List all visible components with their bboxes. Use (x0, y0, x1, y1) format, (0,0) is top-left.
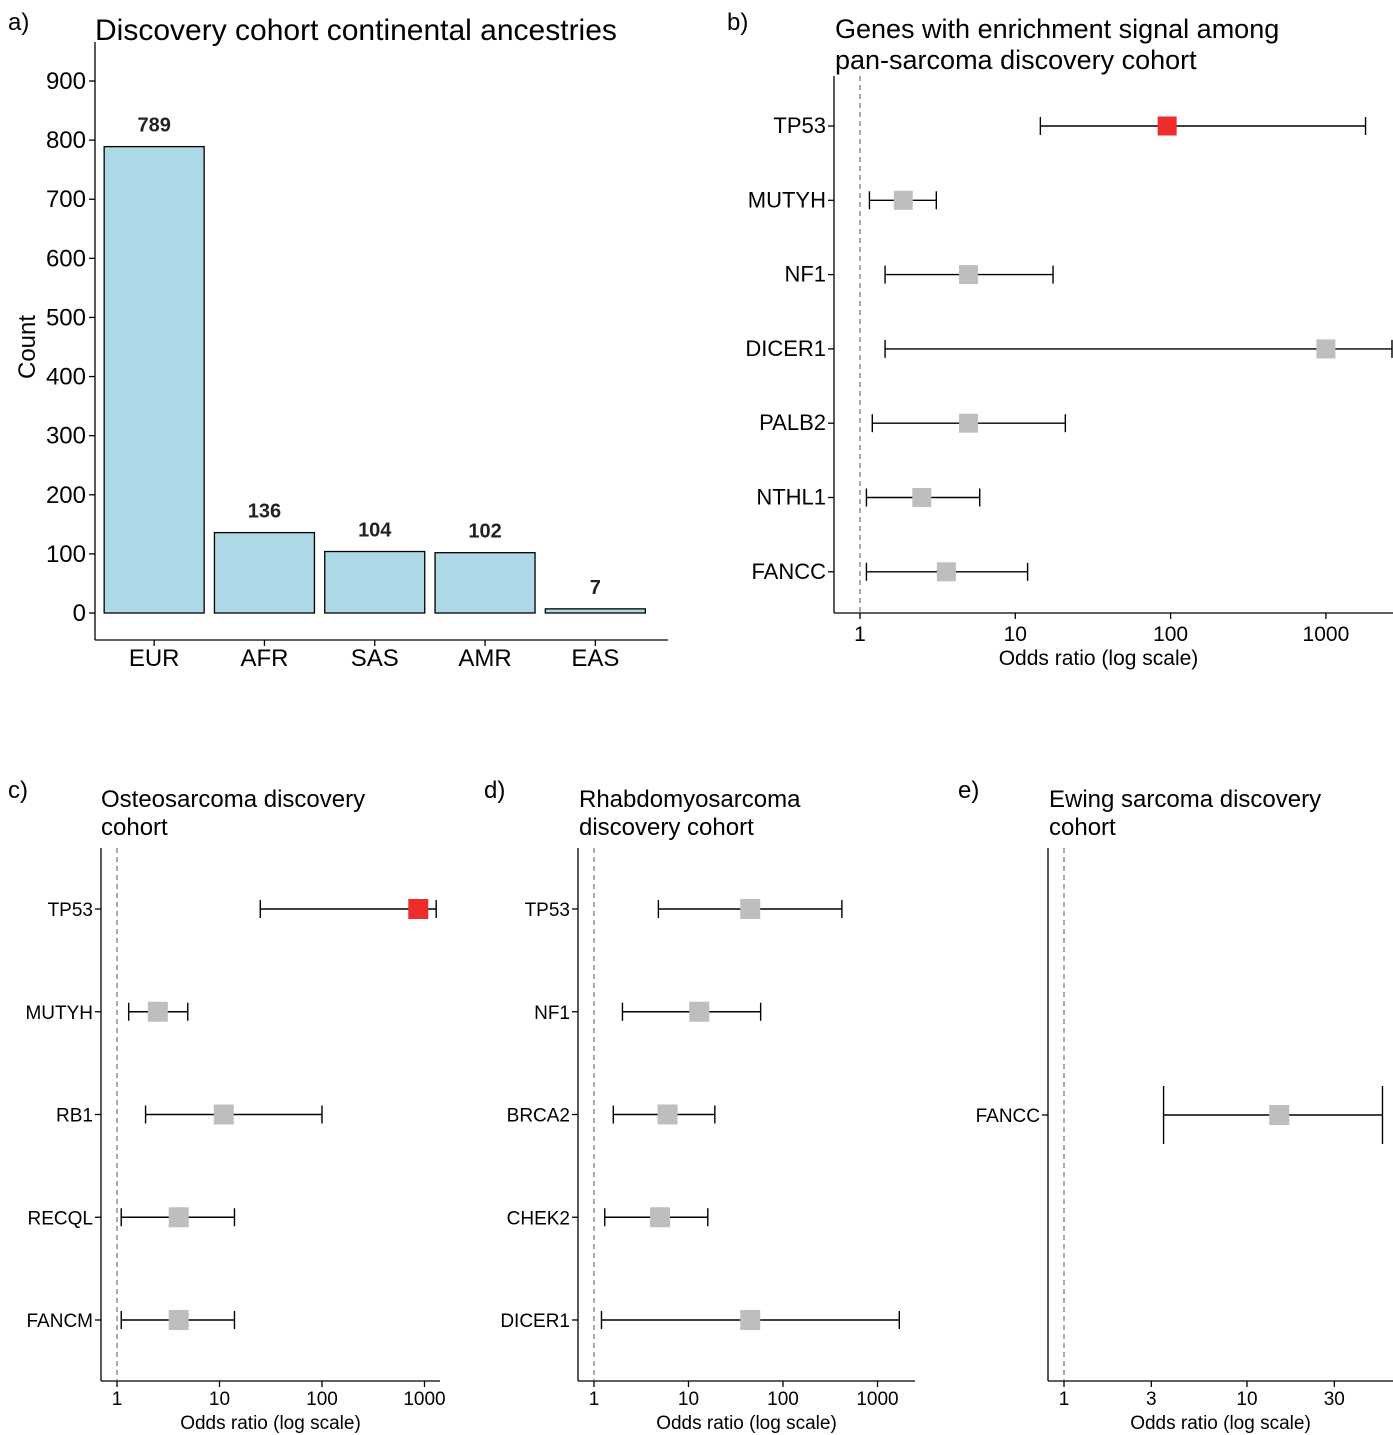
chart-title-e: cohort (1049, 814, 1116, 841)
odds-ratio-point (936, 562, 956, 582)
x-axis-label-c: Odds ratio (log scale) (180, 1413, 361, 1434)
gene-label: DICER1 (500, 1311, 570, 1332)
gene-label: DICER1 (745, 336, 826, 361)
x-tick-label-c: 100 (306, 1389, 338, 1410)
panel-label-e: e) (958, 777, 979, 804)
odds-ratio-point (893, 190, 913, 210)
odds-ratio-point (1157, 116, 1177, 136)
odds-ratio-point (689, 1001, 710, 1022)
x-tick-label-d: 10 (678, 1389, 699, 1410)
x-tick-label-c: 1 (112, 1389, 123, 1410)
gene-label: PALB2 (759, 410, 826, 435)
y-tick-label-a: 900 (46, 68, 86, 95)
bar-value-label: 7 (590, 577, 601, 599)
y-tick-label-a: 700 (46, 186, 86, 213)
odds-ratio-point (147, 1001, 168, 1022)
y-tick-label-a: 100 (46, 541, 86, 568)
y-tick-label-a: 300 (46, 423, 86, 450)
odds-ratio-point (650, 1207, 671, 1228)
panel-label-d: d) (484, 777, 505, 804)
odds-ratio-point (740, 899, 761, 919)
x-tick-label-e: 3 (1146, 1389, 1157, 1410)
y-tick-label-a: 500 (46, 304, 86, 331)
x-tick-label-e: 30 (1324, 1389, 1345, 1410)
bar (324, 550, 426, 614)
gene-label: FANCC (751, 559, 826, 584)
bar (434, 552, 536, 614)
odds-ratio-point (1269, 1105, 1290, 1125)
y-axis-label-a: Count (14, 315, 41, 379)
odds-ratio-point (168, 1207, 189, 1228)
x-tick-label-b: 10 (1004, 623, 1027, 646)
panel-label-b: b) (727, 9, 748, 36)
x-tick-label-c: 1000 (403, 1389, 445, 1410)
odds-ratio-point (408, 899, 429, 919)
x-tick-label-a: AFR (240, 645, 288, 672)
chart-title-b: Genes with enrichment signal among (835, 14, 1279, 44)
chart-title-e: Ewing sarcoma discovery (1049, 786, 1321, 813)
gene-label: NF1 (534, 1003, 570, 1024)
bar-value-label: 136 (248, 501, 281, 523)
gene-label: RB1 (56, 1106, 93, 1127)
bar-value-label: 102 (468, 521, 501, 543)
bar (213, 531, 316, 614)
chart-title-d: discovery cohort (579, 814, 754, 841)
bar (103, 145, 205, 614)
gene-label: TP53 (773, 113, 826, 138)
panel-label-a: a) (8, 9, 29, 36)
gene-label: NF1 (784, 262, 826, 287)
x-tick-label-a: EUR (129, 645, 180, 672)
x-tick-label-c: 10 (209, 1389, 230, 1410)
chart-title-c: Osteosarcoma discovery (101, 786, 365, 813)
chart-title-a: Discovery cohort continental ancestries (95, 14, 617, 47)
odds-ratio-point (740, 1310, 761, 1330)
chart-title-c: cohort (101, 814, 168, 841)
gene-label: BRCA2 (507, 1106, 570, 1127)
x-tick-label-b: 100 (1153, 623, 1188, 646)
x-tick-label-a: AMR (458, 645, 511, 672)
odds-ratio-point (912, 488, 932, 507)
gene-label: MUTYH (25, 1003, 93, 1024)
odds-ratio-point (657, 1104, 678, 1125)
odds-ratio-point (168, 1310, 189, 1330)
odds-ratio-point (1316, 339, 1336, 359)
panel-label-c: c) (8, 777, 28, 804)
odds-ratio-point (213, 1104, 234, 1125)
gene-label: FANCM (27, 1311, 94, 1332)
bar-value-label: 789 (137, 115, 170, 137)
bar-value-label: 104 (358, 520, 392, 542)
chart-title-d: Rhabdomyosarcoma (579, 786, 801, 813)
gene-label: TP53 (48, 900, 93, 921)
odds-ratio-point (959, 265, 979, 285)
gene-label: FANCC (976, 1106, 1040, 1127)
odds-ratio-point (959, 413, 979, 433)
x-tick-label-e: 10 (1236, 1389, 1257, 1410)
x-tick-label-b: 1 (854, 623, 866, 646)
gene-label: TP53 (525, 900, 570, 921)
gene-label: NTHL1 (756, 485, 826, 510)
y-tick-label-a: 200 (46, 482, 86, 509)
chart-title-b: pan-sarcoma discovery cohort (835, 45, 1197, 75)
x-axis-label-d: Odds ratio (log scale) (656, 1413, 837, 1434)
gene-label: MUTYH (748, 187, 826, 212)
bar (544, 608, 646, 614)
x-tick-label-a: SAS (351, 645, 399, 672)
x-tick-label-d: 1 (589, 1389, 600, 1410)
x-axis-label-e: Odds ratio (log scale) (1130, 1413, 1311, 1434)
y-tick-label-a: 0 (73, 600, 86, 627)
x-tick-label-b: 1000 (1303, 623, 1350, 646)
gene-label: CHEK2 (507, 1208, 570, 1229)
y-tick-label-a: 800 (46, 127, 86, 154)
x-tick-label-d: 100 (767, 1389, 799, 1410)
y-tick-label-a: 400 (46, 364, 86, 391)
y-tick-label-a: 600 (46, 245, 86, 272)
x-tick-label-a: EAS (571, 645, 619, 672)
x-axis-label-b: Odds ratio (log scale) (999, 647, 1199, 670)
gene-label: RECQL (28, 1208, 93, 1229)
x-tick-label-d: 1000 (856, 1389, 898, 1410)
x-tick-label-e: 1 (1059, 1389, 1070, 1410)
